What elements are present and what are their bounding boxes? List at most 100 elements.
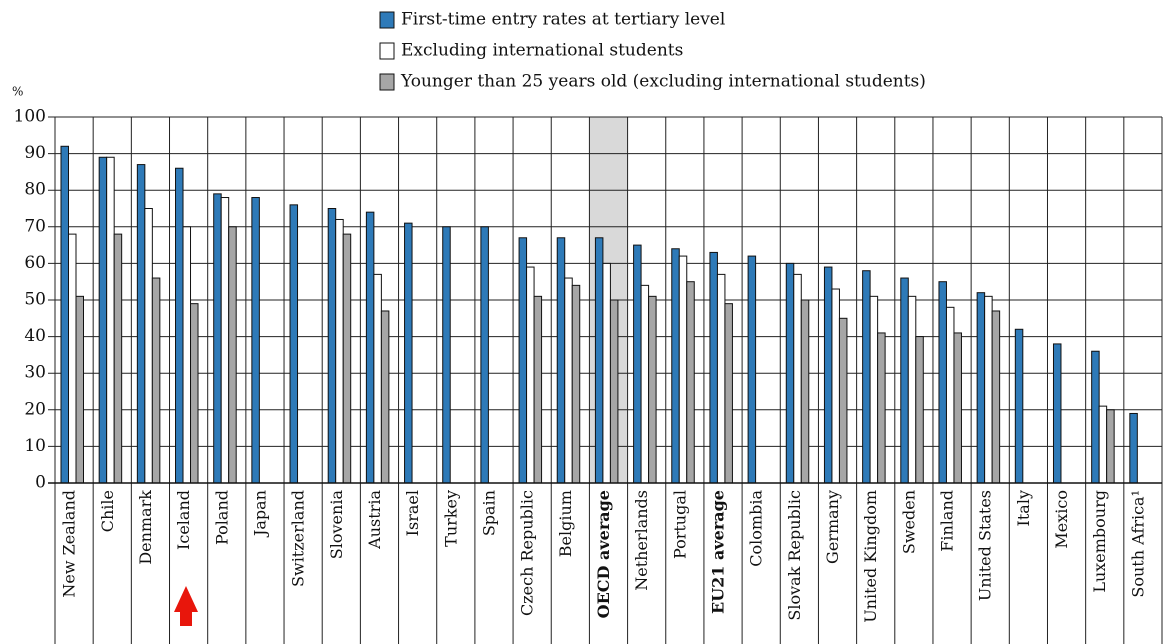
bar [1014,328,1024,484]
x-tick-label: South Africa¹ [1128,490,1147,598]
x-tick-label: Portugal [670,490,689,559]
x-tick-label: United Kingdom [861,490,880,623]
x-tick-label: EU21 average [709,490,728,614]
bar [404,222,413,484]
bar [648,295,657,484]
x-tick-label: Israel [403,490,422,536]
y-tick-label: 30 [24,363,46,383]
bar [709,251,718,484]
bar [716,273,726,484]
bar [228,226,237,484]
bar [800,299,810,484]
bar [862,270,871,484]
bar [220,197,230,484]
bar [373,273,382,484]
bar [991,310,1001,484]
bar [175,167,184,484]
bar [182,226,192,484]
bar [1091,350,1100,484]
y-tick-label: 70 [24,216,46,236]
bar [60,145,69,484]
bar [640,284,650,484]
bar [984,295,993,484]
legend-label: Younger than 25 years old (excluding int… [400,72,926,92]
legend-label: Excluding international students [401,41,683,61]
x-tick-label: Poland [212,490,231,545]
bar [785,262,795,484]
legend-swatch [379,73,395,91]
x-tick-label: Finland [938,490,957,552]
bar [1129,412,1138,484]
bar [686,281,695,484]
bar [289,204,299,484]
bar [213,193,222,484]
y-tick-label: 90 [24,143,46,163]
arrow-marker [174,586,198,626]
bar [75,295,84,484]
bar [1098,405,1108,484]
x-tick-label: Spain [479,490,498,536]
bar [869,295,879,484]
bar [602,262,611,484]
x-tick-label: Colombia [747,490,766,567]
bar [380,310,390,484]
x-tick-label: Mexico [1052,490,1071,549]
bar [831,288,840,484]
x-tick-label: Slovak Republic [785,490,804,621]
bar [907,295,917,484]
bar [98,156,108,484]
x-tick-label: Japan [250,490,269,538]
bar [151,277,161,484]
bar [480,226,489,484]
bar [251,197,260,484]
y-tick-label: 0 [35,473,46,493]
bar [976,292,986,484]
bar [747,255,757,484]
x-tick-label: Slovenia [327,490,346,560]
y-tick-label: 80 [24,180,46,200]
x-tick-label: Switzerland [289,490,308,587]
bar [633,244,642,484]
legend-swatch [379,11,395,29]
x-tick-label: Belgium [556,490,575,557]
bar [915,336,924,484]
bar [442,226,451,484]
bar [793,273,802,484]
bar [68,233,77,484]
bar [106,156,115,484]
bar [678,255,688,484]
x-tick-label: Luxembourg [1090,490,1109,593]
x-tick-label: Chile [98,490,117,532]
bar [144,208,153,484]
x-tick-label: United States [976,490,995,601]
y-tick-label: 100 [14,107,46,127]
bar [335,218,344,484]
bar [526,266,535,484]
bar [564,277,573,484]
x-tick-label: New Zealand [60,490,79,598]
bar [556,237,566,484]
bar [938,281,947,484]
bar [342,233,352,484]
bar [838,317,848,484]
x-tick-label: Czech Republic [518,490,537,616]
y-tick-label: 60 [24,253,46,273]
bar [1106,409,1115,484]
y-tick-label: 10 [24,436,46,456]
bar [518,237,528,484]
bar [594,237,604,484]
x-tick-label: Turkey [441,490,460,547]
legend-label: First-time entry rates at tertiary level [401,10,725,30]
bar [609,299,619,484]
x-tick-label: Italy [1014,490,1033,526]
bar [365,211,375,484]
y-tick-label: 20 [24,399,46,419]
bar [136,164,146,484]
bar [190,303,199,484]
bar [953,332,962,484]
bar [877,332,886,484]
bar [823,266,833,484]
bar [945,306,955,484]
x-tick-label: Sweden [899,490,918,554]
